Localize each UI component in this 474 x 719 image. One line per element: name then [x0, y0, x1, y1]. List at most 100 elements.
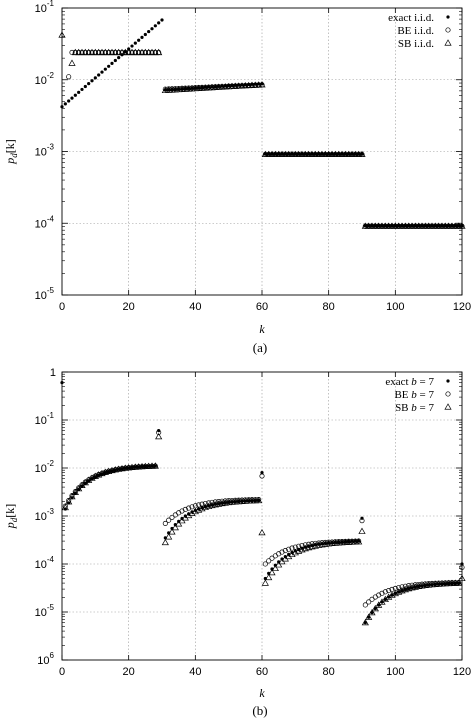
y-tick-base: 10: [35, 290, 47, 302]
data-point: [279, 549, 285, 555]
legend-label-prefix: exact: [385, 376, 411, 388]
x-tick-label: 120: [453, 301, 471, 313]
data-point: [73, 491, 77, 495]
data-point: [63, 102, 67, 106]
data-point: [299, 542, 305, 549]
y-tick-exponent: 6: [50, 651, 55, 660]
data-point: [282, 548, 288, 554]
data-point: [67, 99, 71, 103]
data-point: [406, 583, 412, 589]
data-point: [458, 574, 466, 582]
legend-marker-dot: [446, 15, 450, 19]
data-point: [75, 484, 83, 492]
data-point: [373, 607, 377, 611]
y-axis-label-sub: d: [9, 153, 19, 158]
data-point: [375, 601, 383, 608]
y-axis-label-main: p: [3, 158, 17, 165]
y-axis-label-tail: [k]: [3, 139, 17, 153]
legend-marker-circle: [445, 391, 451, 397]
data-point: [113, 58, 117, 63]
series-circle: [62, 429, 465, 608]
legend-label-suffix: = 7: [417, 402, 435, 414]
data-point: [143, 32, 147, 37]
data-point: [65, 498, 73, 505]
data-point: [455, 579, 463, 586]
data-point: [382, 589, 388, 595]
data-point: [155, 48, 163, 56]
y-tick-exponent: -4: [47, 555, 55, 564]
x-tick-label: 0: [59, 301, 65, 313]
data-point: [162, 520, 168, 526]
data-point: [459, 564, 465, 570]
x-axis-label: k: [259, 322, 265, 336]
data-point: [202, 500, 208, 507]
y-axis-label-sub: d: [9, 517, 19, 522]
y-tick-label: 10-3: [35, 507, 55, 523]
y-tick-label: 1: [50, 367, 56, 379]
legend-label-var: b: [411, 402, 417, 414]
data-point: [391, 589, 399, 597]
data-point: [368, 608, 376, 616]
data-point: [176, 510, 182, 516]
data-point: [161, 538, 169, 546]
data-point: [379, 590, 385, 596]
legend: exact b = 7BE b = 7SB b = 7: [385, 376, 452, 414]
data-point: [295, 547, 303, 554]
data-point: [87, 82, 91, 86]
legend-entry-label: SB b = 7: [395, 402, 434, 414]
legend-entry-label: BE b = 7: [394, 389, 434, 401]
data-point: [97, 73, 101, 77]
x-tick-label: 100: [386, 301, 404, 313]
legend-marker-circle: [445, 27, 451, 33]
data-point: [191, 507, 199, 515]
y-tick-exponent: -2: [47, 71, 55, 80]
data-point: [409, 582, 415, 588]
data-point: [100, 70, 104, 74]
data-point: [169, 514, 175, 520]
y-axis-label-tail: [k]: [3, 504, 17, 518]
legend-label-var: b: [411, 376, 417, 388]
data-point: [216, 499, 222, 505]
data-point: [168, 528, 176, 535]
data-point: [258, 81, 266, 88]
x-tick-label: 80: [323, 301, 335, 313]
data-point: [367, 615, 371, 619]
y-tick-base: 10: [35, 607, 47, 619]
data-point: [165, 533, 173, 540]
data-point: [358, 150, 366, 158]
data-point: [85, 476, 93, 483]
data-point: [355, 538, 363, 545]
data-point: [60, 105, 64, 109]
y-tick-base: 10: [35, 415, 47, 427]
data-point: [291, 548, 299, 556]
y-tick-base: 10: [35, 3, 47, 15]
data-point: [262, 561, 268, 567]
data-point: [80, 87, 84, 92]
data-point: [266, 558, 272, 564]
y-tick-label: 10-1: [35, 0, 55, 15]
data-point: [219, 498, 225, 504]
data-point: [212, 499, 218, 505]
data-point: [150, 27, 154, 31]
legend-marker-triangle: [444, 39, 452, 46]
data-point: [171, 523, 179, 531]
data-point: [68, 492, 76, 500]
y-tick-base: 10: [37, 655, 49, 667]
data-point: [255, 496, 263, 504]
data-point: [153, 24, 157, 28]
data-point: [385, 593, 393, 600]
data-point: [182, 506, 188, 512]
y-tick-label: 10-4: [35, 555, 55, 571]
data-point: [185, 511, 193, 519]
data-point: [61, 503, 69, 511]
y-tick-exponent: -1: [47, 411, 55, 420]
data-point: [140, 35, 144, 39]
y-axis-label: pd[k]: [3, 139, 19, 165]
data-point: [95, 471, 103, 478]
y-tick-base: 10: [35, 75, 47, 87]
legend-label-suffix: = 7: [417, 376, 435, 388]
data-point: [275, 561, 283, 568]
data-point: [199, 501, 205, 507]
data-point: [166, 517, 172, 523]
data-point: [103, 67, 107, 71]
